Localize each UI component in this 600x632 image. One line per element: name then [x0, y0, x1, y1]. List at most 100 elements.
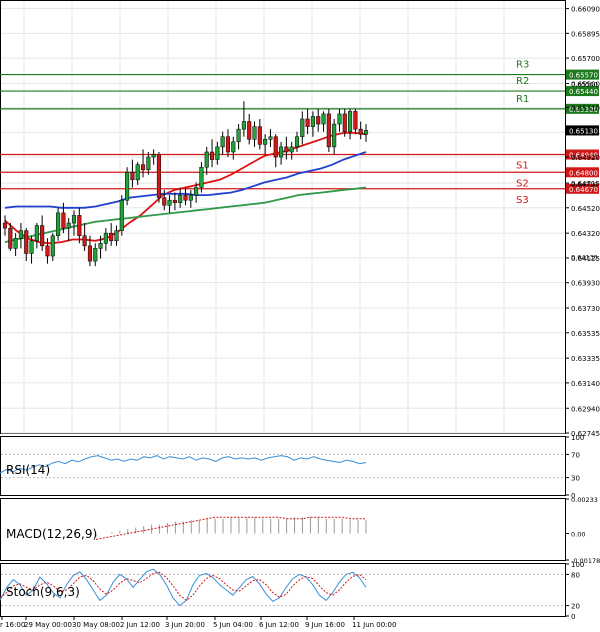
time-tick-label: 11 Jun 00:00 [352, 621, 396, 629]
candle-body [50, 235, 55, 257]
stoch-label: Stoch(9,6,3) [6, 585, 80, 599]
support-name-s1: S1 [516, 161, 529, 172]
time-tick-label: 3 Jun 20:00 [165, 621, 205, 629]
candle-body [279, 146, 284, 158]
candle-body [56, 212, 61, 236]
price-extra-label: 0.64710 [571, 181, 598, 189]
current-price-tag [566, 125, 599, 136]
resistance-name-r3: R3 [516, 60, 529, 71]
stoch-tick-label: 80 [571, 571, 580, 579]
time-tick-label: 30 May 08:00 [72, 621, 120, 629]
price-tick-label: 0.63730 [571, 305, 600, 313]
resistance-price-label: 0.65300 [569, 106, 598, 114]
macd-label: MACD(12,26,9) [6, 527, 97, 541]
candle-body [24, 230, 29, 254]
candle-body [183, 194, 188, 201]
candle-body [162, 197, 167, 206]
candle-body [77, 215, 82, 236]
resistance-name-r2: R2 [516, 76, 529, 87]
candle-body [337, 113, 342, 125]
price-tick-label: 0.62940 [571, 405, 600, 413]
candle-body [66, 222, 71, 229]
candle-body [263, 139, 268, 145]
candle-body [241, 121, 246, 130]
candle-body [247, 121, 252, 140]
resistance-name-r1: R1 [516, 94, 529, 105]
candle-body [34, 225, 39, 242]
candle-body [289, 146, 294, 153]
resistance-price-label: 0.65570 [569, 72, 598, 80]
candle-body [93, 248, 98, 262]
stoch-tick-label: 20 [571, 603, 580, 611]
candle-body [316, 116, 321, 125]
stoch-tick-label: 100 [571, 561, 584, 569]
candle-body [305, 118, 310, 127]
rsi-panel-frame [0, 436, 566, 496]
price-tick-label: 0.65700 [571, 55, 600, 63]
candle-body [199, 166, 204, 188]
candle-body [125, 172, 130, 201]
candle-body [87, 245, 92, 262]
price-tick-label: 0.65310 [571, 105, 600, 113]
candle-body [326, 113, 331, 148]
stoch-d-line [0, 571, 367, 602]
candle-body [321, 113, 326, 125]
candle-body [45, 245, 50, 257]
candle-body [109, 232, 114, 242]
candle-body [98, 243, 103, 249]
price-tick-label: 0.64125 [571, 255, 600, 263]
macd-panel: 0.00233 0.00 -0.001788 [95, 496, 600, 565]
rsi-tick-label: 30 [571, 475, 580, 483]
candle-body [284, 146, 289, 153]
candle-body [209, 151, 215, 160]
candle-body [8, 227, 13, 249]
candle-body [146, 156, 151, 170]
candle-body [40, 225, 45, 247]
support-price-tag-s2 [566, 167, 599, 178]
price-tick-label: 0.62745 [571, 430, 600, 438]
support-name-s2: S2 [516, 178, 529, 189]
price-tick-label: 0.64520 [571, 205, 600, 213]
support-price-label: 0.64800 [569, 169, 598, 177]
price-tick-label: 0.63535 [571, 330, 600, 338]
candle-body [29, 240, 34, 254]
candle-body [294, 136, 300, 148]
candle-body [225, 136, 231, 153]
price-tick-label: 0.64320 [571, 230, 600, 238]
candle-body [194, 187, 199, 196]
ma-line-ma-fast [4, 131, 367, 245]
rsi-tick-label: 100 [571, 434, 584, 442]
candle-body [188, 194, 193, 201]
price-axis: 0.66090 0.65895 0.65700 0.65500 0.65310 0.651… [565, 6, 600, 438]
candle-body [167, 199, 172, 206]
time-tick-label: 9 Jun 16:00 [305, 621, 345, 629]
price-tick-label: 0.63140 [571, 380, 600, 388]
price-tick-label: 0.65500 [571, 80, 600, 88]
support-price-label: 0.64670 [569, 186, 598, 194]
support-resistance-lines: R3 0.65570 R2 0.65440 R1 0.65300 S1 0.64940 S2 0.… [0, 60, 599, 206]
time-tick-label: 5 Jun 04:00 [213, 621, 253, 629]
time-tick-label: 29 May 00:00 [24, 621, 72, 629]
candle-body [151, 154, 156, 158]
macd-tick-label: 0.00 [571, 531, 585, 539]
price-tick-label: 0.64715 [571, 180, 600, 188]
macd-tick-label: -0.001788 [571, 557, 600, 565]
macd-signal-line [95, 516, 366, 540]
candle-body [231, 141, 236, 153]
rsi-label: RSI(14) [6, 463, 50, 477]
ma-line-ma-slow [4, 186, 367, 243]
candle-body [140, 164, 146, 170]
candle-body [135, 164, 140, 181]
candle-body [71, 215, 77, 224]
candle-body [257, 126, 262, 145]
candle-body [310, 116, 315, 127]
macd-tick-label: 0.00233 [571, 496, 598, 504]
resistance-price-tag-r2 [566, 86, 599, 97]
support-price-tag-s1 [566, 149, 599, 160]
price-tick-label: 0.63335 [571, 355, 600, 363]
price-tick-label: 0.65895 [571, 30, 600, 38]
candle-body [300, 118, 305, 138]
price-extra-label: 0.64135 [571, 254, 598, 262]
support-price-label: 0.64940 [569, 152, 598, 160]
time-tick-label: 2 Jun 12:00 [120, 621, 160, 629]
